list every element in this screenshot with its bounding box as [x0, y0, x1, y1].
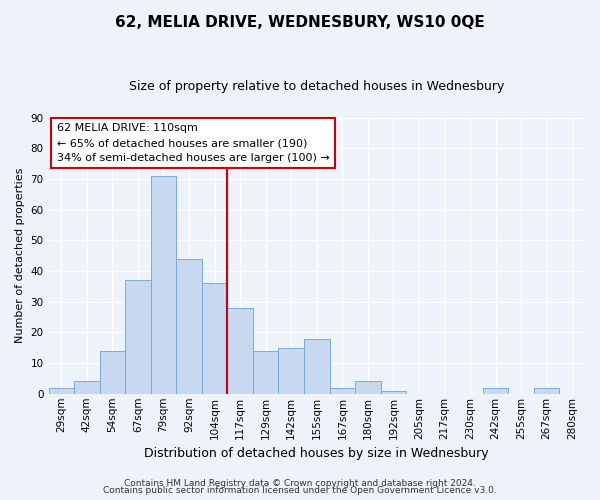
Bar — [355, 382, 380, 394]
Text: 62 MELIA DRIVE: 110sqm
← 65% of detached houses are smaller (190)
34% of semi-de: 62 MELIA DRIVE: 110sqm ← 65% of detached… — [56, 124, 329, 163]
Bar — [74, 382, 100, 394]
Bar — [176, 259, 202, 394]
Bar — [483, 388, 508, 394]
Bar — [202, 284, 227, 394]
Bar — [100, 351, 125, 394]
Title: Size of property relative to detached houses in Wednesbury: Size of property relative to detached ho… — [129, 80, 505, 93]
Text: 62, MELIA DRIVE, WEDNESBURY, WS10 0QE: 62, MELIA DRIVE, WEDNESBURY, WS10 0QE — [115, 15, 485, 30]
X-axis label: Distribution of detached houses by size in Wednesbury: Distribution of detached houses by size … — [145, 447, 489, 460]
Text: Contains HM Land Registry data © Crown copyright and database right 2024.: Contains HM Land Registry data © Crown c… — [124, 478, 476, 488]
Bar — [304, 338, 329, 394]
Bar — [534, 388, 559, 394]
Text: Contains public sector information licensed under the Open Government Licence v3: Contains public sector information licen… — [103, 486, 497, 495]
Bar — [278, 348, 304, 394]
Bar — [151, 176, 176, 394]
Y-axis label: Number of detached properties: Number of detached properties — [15, 168, 25, 344]
Bar — [49, 388, 74, 394]
Bar — [329, 388, 355, 394]
Bar — [227, 308, 253, 394]
Bar — [125, 280, 151, 394]
Bar — [253, 351, 278, 394]
Bar — [380, 390, 406, 394]
